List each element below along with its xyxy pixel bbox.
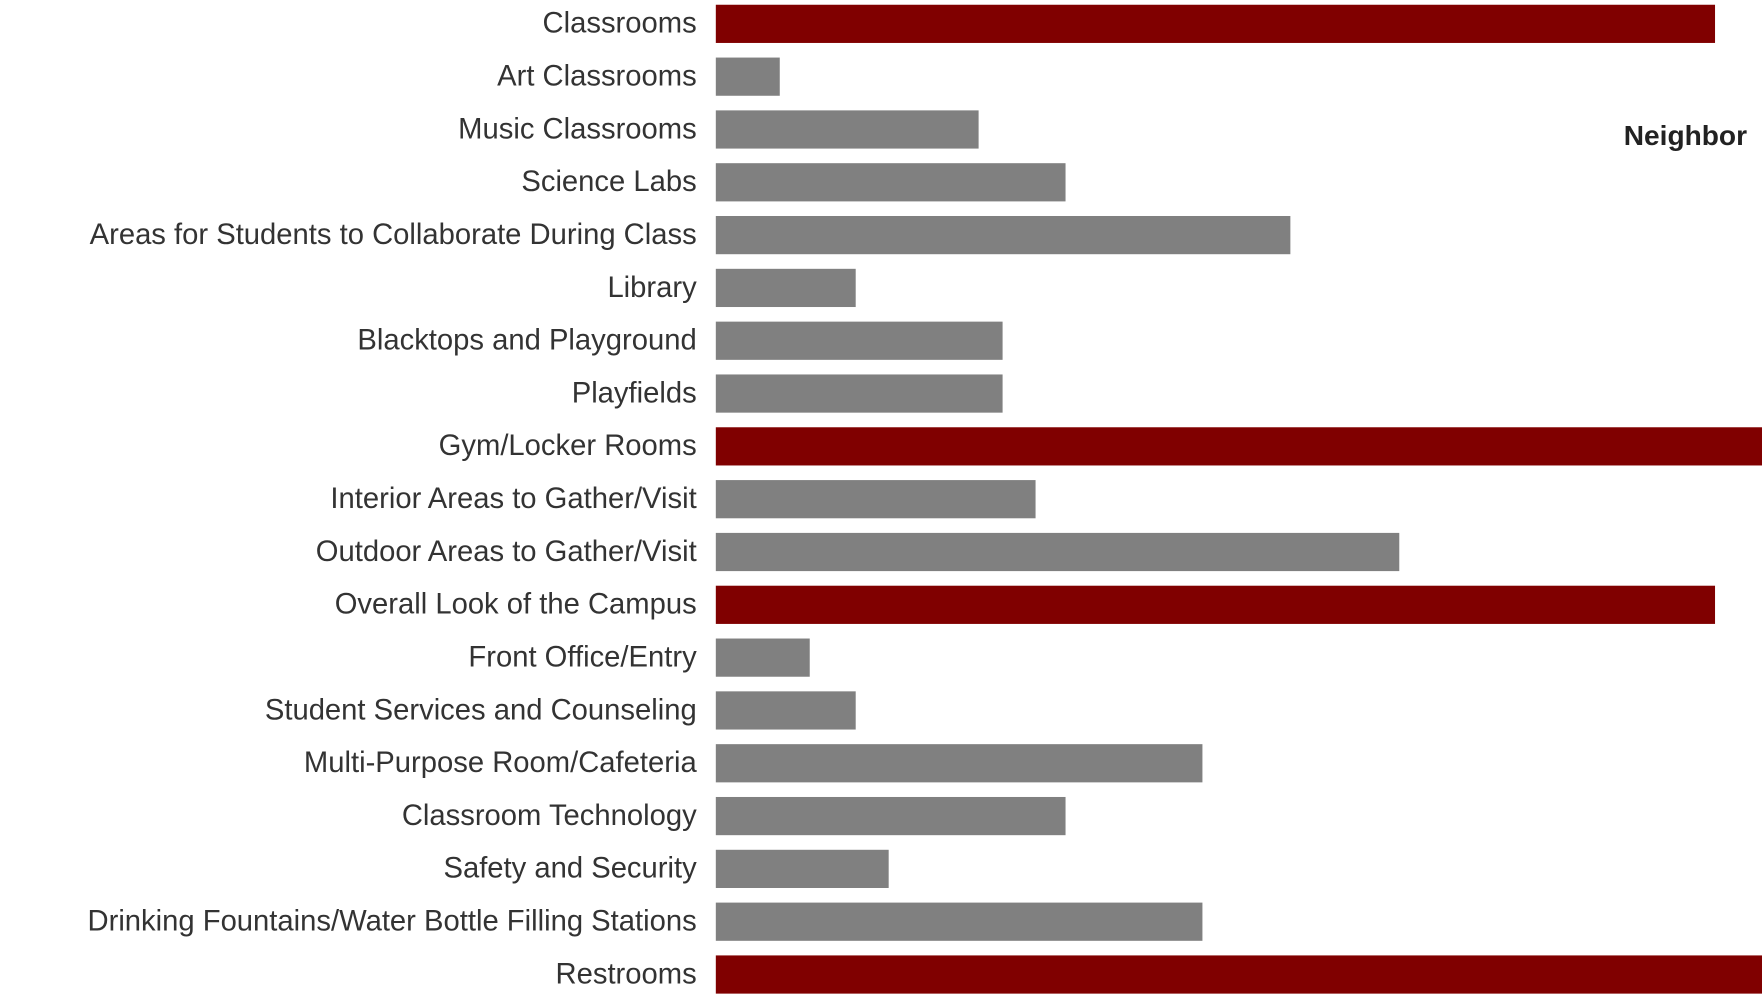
bar (715, 110, 979, 149)
bar (715, 955, 1762, 994)
y-tick-label: Overall Look of the Campus (335, 589, 697, 621)
y-tick-label: Science Labs (521, 166, 696, 198)
bar (715, 57, 780, 96)
bar (715, 744, 1203, 783)
bar (715, 585, 1716, 624)
bar (715, 902, 1203, 941)
y-tick-label: Interior Areas to Gather/Visit (330, 483, 696, 515)
bar (715, 321, 1003, 360)
bar (715, 849, 889, 888)
y-tick-label: Gym/Locker Rooms (439, 430, 697, 462)
y-tick-label: Drinking Fountains/Water Bottle Filling … (88, 906, 697, 938)
y-tick-label: Classroom Technology (402, 800, 697, 832)
bar (715, 691, 856, 730)
bar (715, 480, 1036, 519)
y-tick-label: Library (607, 272, 697, 304)
y-tick-label: Areas for Students to Collaborate During… (90, 219, 697, 251)
y-tick-label: Playfields (572, 377, 697, 409)
y-tick-label: Outdoor Areas to Gather/Visit (316, 536, 697, 568)
bar (715, 427, 1762, 466)
y-tick-label: Music Classrooms (458, 113, 697, 145)
bar (715, 532, 1400, 572)
y-tick-label: Art Classrooms (497, 61, 697, 93)
y-tick-label: Restrooms (556, 958, 697, 990)
bar (715, 216, 1291, 255)
y-tick-label: Classrooms (543, 8, 697, 40)
bar (715, 163, 1066, 202)
y-tick-label: Blacktops and Playground (357, 325, 696, 357)
y-tick-label: Multi-Purpose Room/Cafeteria (304, 747, 698, 779)
bar (715, 796, 1066, 836)
bar (715, 638, 810, 677)
y-tick-label: Student Services and Counseling (265, 694, 697, 726)
bar (715, 4, 1716, 43)
y-tick-label: Front Office/Entry (468, 641, 697, 673)
y-tick-label: Safety and Security (443, 853, 697, 885)
bar (715, 374, 1003, 413)
bar (715, 268, 856, 308)
annotation: Neighbor (1624, 120, 1747, 151)
